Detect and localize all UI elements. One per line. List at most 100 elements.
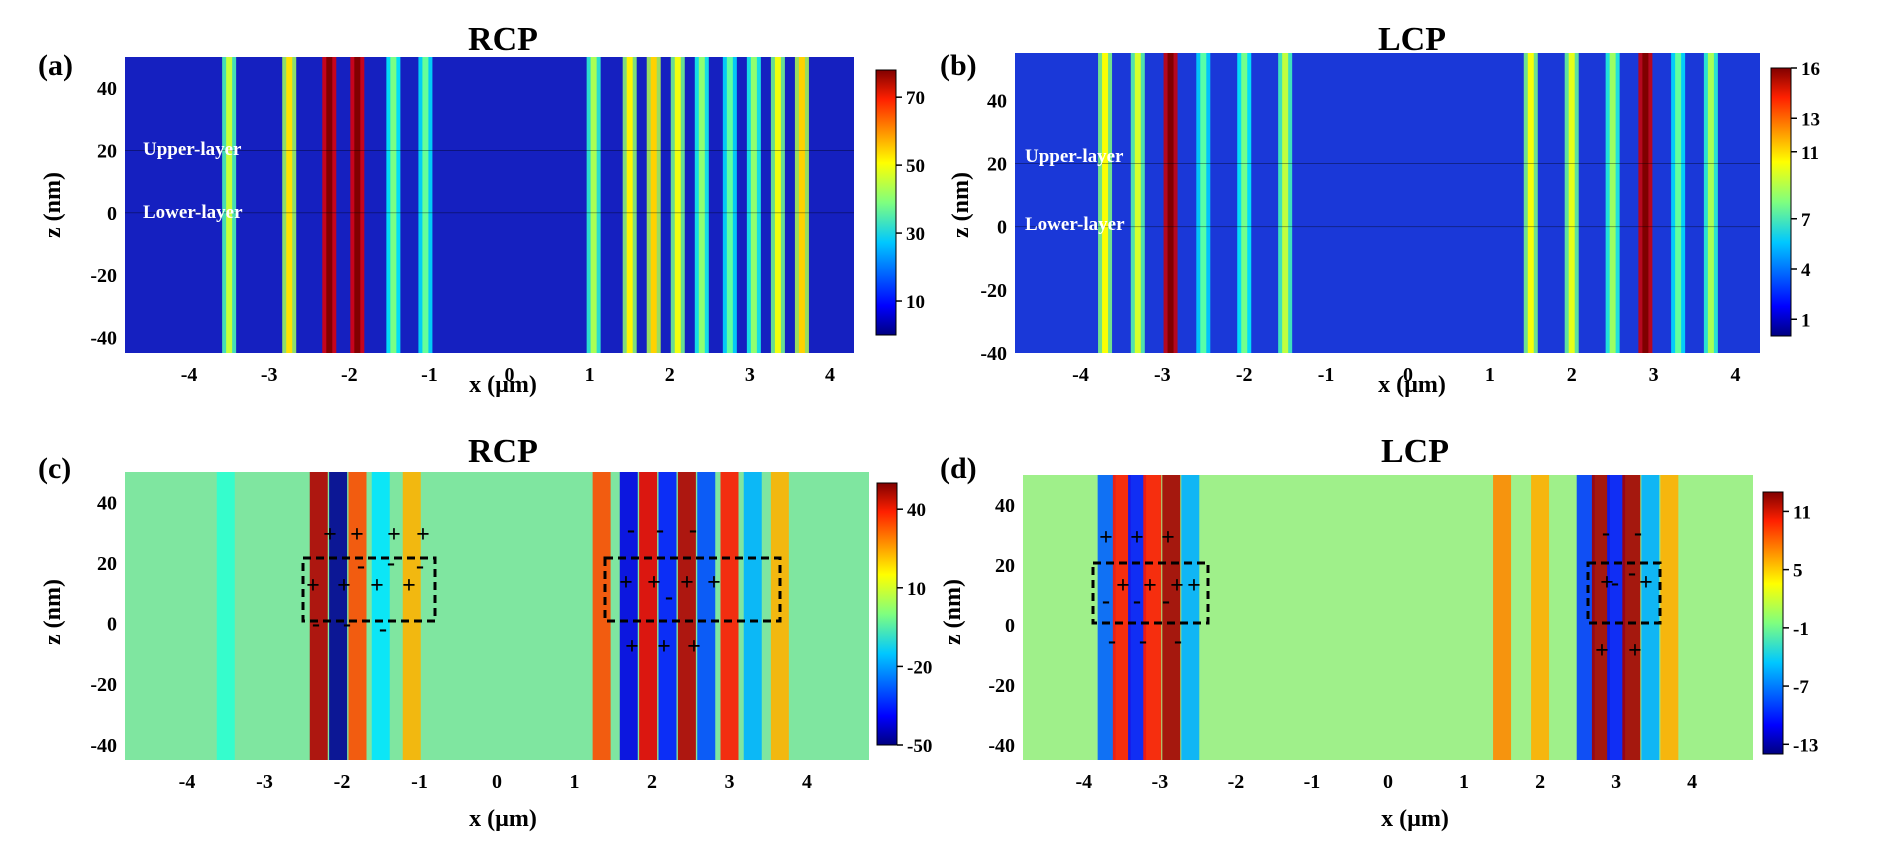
y-axis-label: z (nm) bbox=[40, 579, 66, 645]
charge-sign: - bbox=[416, 553, 424, 579]
field-column-core bbox=[750, 57, 757, 353]
y-tick-label: 0 bbox=[1005, 615, 1015, 637]
x-axis-label: x (µm) bbox=[469, 372, 537, 398]
charge-column bbox=[592, 472, 611, 760]
heatmap-d-columns bbox=[1097, 475, 1679, 760]
x-tick-label: -2 bbox=[1228, 771, 1245, 793]
field-column-core bbox=[326, 57, 333, 353]
charge-signs-d: + + ++ + + +- - -- - -- --+- ++ + bbox=[1099, 520, 1653, 664]
x-tick-label: -3 bbox=[1152, 771, 1169, 793]
y-tick-label: 20 bbox=[995, 555, 1015, 577]
x-tick-label: 2 bbox=[665, 364, 675, 386]
x-tick-label: 0 bbox=[492, 771, 502, 793]
charge-sign: + bbox=[350, 522, 364, 548]
colorbar-b: 16 13 11 7 4 1 bbox=[1770, 59, 1820, 337]
y-tick-label: 40 bbox=[987, 90, 1007, 112]
field-column-core bbox=[1241, 53, 1248, 353]
charge-sign: + bbox=[1130, 525, 1144, 551]
charge-sign: + bbox=[1161, 525, 1175, 551]
panel-d-title: LCP bbox=[1381, 433, 1449, 470]
field-column-core bbox=[1134, 53, 1141, 353]
x-tick-label: 1 bbox=[570, 771, 580, 793]
charge-column bbox=[329, 472, 348, 760]
field-column-core bbox=[1642, 53, 1649, 353]
panel-a-label: (a) bbox=[38, 49, 73, 82]
colorbar-tick-label: 7 bbox=[1801, 210, 1811, 231]
field-column-core bbox=[774, 57, 781, 353]
charge-column bbox=[1128, 475, 1147, 760]
heatmap-b-columns bbox=[1015, 53, 1760, 353]
axes-b: -4 -3 -2 -1 0 1 2 3 4 40 20 0 -20 -40 x (µm) z (nm) bbox=[948, 90, 1740, 398]
charge-sign: + bbox=[1170, 573, 1184, 599]
field-column-core bbox=[698, 57, 705, 353]
colorbar-tick-label: 16 bbox=[1801, 59, 1820, 80]
x-tick-label: -1 bbox=[1318, 364, 1335, 386]
x-tick-label: -4 bbox=[181, 364, 198, 386]
y-tick-label: -20 bbox=[980, 280, 1007, 302]
colorbar-tick-label: 11 bbox=[1801, 143, 1819, 164]
y-tick-label: -20 bbox=[988, 675, 1015, 697]
y-tick-label: 0 bbox=[107, 203, 117, 225]
charge-column bbox=[1143, 475, 1162, 760]
charge-column bbox=[720, 472, 739, 760]
heatmap-b bbox=[1015, 53, 1760, 353]
charge-sign: + bbox=[387, 522, 401, 548]
y-tick-label: -40 bbox=[980, 343, 1007, 365]
colorbar-tick-label: -20 bbox=[907, 657, 932, 678]
panel-d-label: (d) bbox=[940, 452, 977, 485]
colorbar-tick-label: 1 bbox=[1801, 310, 1811, 331]
x-tick-label: 4 bbox=[825, 364, 835, 386]
colorbar-d-ticks: 11 5 -1 -7 -13 bbox=[1783, 502, 1818, 756]
panel-a: RCP (a) Upper-layer Lower-layer -4 -3 -2 -1… bbox=[38, 21, 925, 398]
charge-column bbox=[658, 472, 677, 760]
field-column-core bbox=[626, 57, 633, 353]
panel-c-title: RCP bbox=[468, 433, 538, 470]
charge-column bbox=[1591, 475, 1610, 760]
field-column-core bbox=[726, 57, 733, 353]
x-tick-label: 3 bbox=[1649, 364, 1659, 386]
field-column-core bbox=[1707, 53, 1714, 353]
charge-sign: + bbox=[1099, 525, 1113, 551]
charge-sign: - bbox=[343, 611, 351, 637]
field-column-core bbox=[1527, 53, 1534, 353]
charge-sign: - bbox=[1602, 520, 1610, 546]
charge-column bbox=[402, 472, 421, 760]
x-tick-label: -3 bbox=[256, 771, 273, 793]
charge-sign: - bbox=[379, 616, 387, 642]
y-tick-label: 20 bbox=[987, 154, 1007, 176]
y-tick-label: -20 bbox=[90, 265, 117, 287]
heatmap-d bbox=[1023, 475, 1753, 760]
colorbar-a-ticks: 70 50 30 10 bbox=[896, 88, 925, 313]
colorbar-tick-label: 13 bbox=[1801, 109, 1820, 130]
colorbar-tick-label: 10 bbox=[907, 579, 926, 600]
x-tick-label: 1 bbox=[585, 364, 595, 386]
charge-sign: + bbox=[1628, 638, 1642, 664]
charge-column bbox=[1576, 475, 1595, 760]
colorbar-a-scale bbox=[875, 69, 897, 336]
charge-sign: + bbox=[337, 573, 351, 599]
x-tick-label: 4 bbox=[802, 771, 812, 793]
charge-sign: + bbox=[323, 522, 337, 548]
colorbar-d-scale bbox=[1762, 491, 1784, 755]
charge-column bbox=[697, 472, 716, 760]
panel-d: LCP (d) + + ++ + + +- - -- - -- --+- ++ + -4 -3 -2 -1 0 1… bbox=[940, 433, 1818, 832]
field-column-core bbox=[590, 57, 597, 353]
charge-sign: - bbox=[1108, 628, 1116, 654]
x-tick-label: -1 bbox=[1304, 771, 1321, 793]
charge-sign: + bbox=[680, 570, 694, 596]
x-tick-label: 2 bbox=[1535, 771, 1545, 793]
x-axis-label: x (µm) bbox=[1381, 806, 1449, 832]
charge-signs-c: + + + ++ + + +- - -- - -- - -+ + + +-+ + + bbox=[306, 517, 721, 660]
y-tick-label: 40 bbox=[97, 78, 117, 100]
panel-b: LCP (b) Upper-layer Lower-layer -4 -3 -2 -1… bbox=[940, 21, 1820, 398]
y-tick-label: -40 bbox=[90, 327, 117, 349]
charge-column bbox=[348, 472, 367, 760]
charge-column bbox=[619, 472, 638, 760]
charge-sign: + bbox=[1639, 570, 1653, 596]
x-tick-label: -3 bbox=[1154, 364, 1171, 386]
x-tick-label: -2 bbox=[334, 771, 351, 793]
y-tick-label: 40 bbox=[995, 495, 1015, 517]
dashed-box-left-d bbox=[1091, 561, 1210, 625]
upper-layer-label-b: Upper-layer bbox=[1025, 146, 1124, 167]
